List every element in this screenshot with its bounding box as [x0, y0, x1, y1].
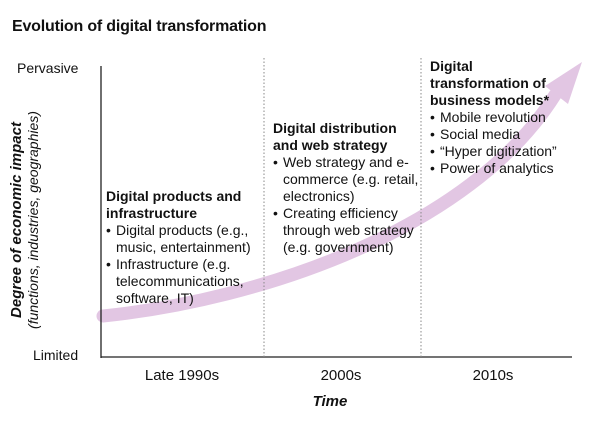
era-2000s-bullet-1: Web strategy and e-commerce (e.g. retail… — [273, 154, 419, 205]
era-2010s-heading: Digital transformation of business model… — [430, 58, 550, 108]
era-2010s-bullet-1: Mobile revolution — [430, 109, 562, 126]
era-2000s-heading: Digital distribution and web strategy — [273, 120, 397, 153]
x-tick-late-1990s: Late 1990s — [144, 367, 220, 384]
era-1990s-heading: Digital products and infrastructure — [106, 188, 242, 221]
era-2010s-bullet-2: Social media — [430, 126, 562, 143]
era-1990s-bullet-2: Infrastructure (e.g. telecommunications,… — [106, 256, 264, 307]
x-tick-2000s: 2000s — [320, 367, 362, 384]
era-2010s-bullet-3: “Hyper digitization” — [430, 143, 562, 160]
era-2010s-bullet-4: Power of analytics — [430, 160, 562, 177]
era-2000s: Digital distribution and web strategy We… — [273, 120, 419, 256]
y-axis-sublabel: (functions, industries, geographies) — [25, 111, 41, 329]
growth-arrow-head — [545, 62, 582, 104]
era-1990s-bullet-1: Digital products (e.g., music, entertain… — [106, 222, 264, 256]
diagram-title: Evolution of digital transformation — [12, 18, 267, 35]
y-tick-limited: Limited — [33, 347, 79, 363]
y-axis-title: Degree of economic impact (functions, in… — [8, 90, 88, 350]
y-tick-pervasive: Pervasive — [17, 60, 79, 76]
x-tick-2010s: 2010s — [472, 367, 514, 384]
era-1990s: Digital products and infrastructure Digi… — [106, 188, 264, 307]
era-2010s: Digital transformation of business model… — [430, 58, 562, 177]
y-axis-label: Degree of economic impact — [8, 122, 25, 318]
x-axis-label: Time — [312, 393, 348, 410]
era-2000s-bullet-2: Creating efficiency through web strategy… — [273, 205, 419, 256]
